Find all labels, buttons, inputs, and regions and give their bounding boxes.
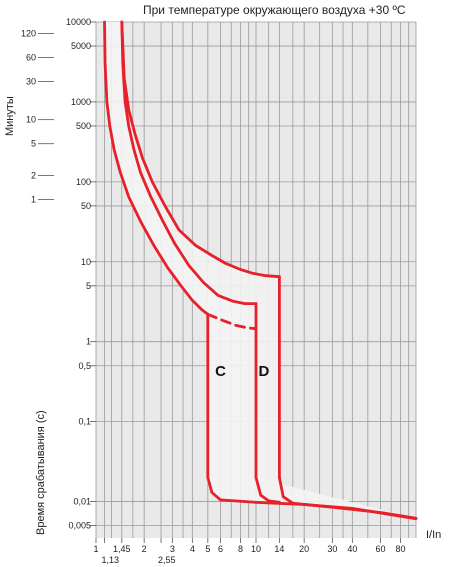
y-axis-title-seconds: Время срабатывания (с) <box>35 410 47 535</box>
x-tick-labels: 11,131,45 2 2,553 4 5 6 8 10 14 20 30 40 60 80 <box>93 538 406 565</box>
x-tick-label: 30 <box>327 544 337 554</box>
band-fill-d <box>121 22 280 503</box>
x-tick-label: 8 <box>238 544 243 554</box>
y-minutes-tick-labels: 120 60 30 10 5 2 1 <box>21 28 54 205</box>
y-axis-title-minutes: Минуты <box>4 96 16 136</box>
y-seconds-tick-label: 0,01 <box>73 497 91 507</box>
y-seconds-tick-label: 1000 <box>71 97 91 107</box>
y-minutes-tick-label: 1 <box>31 195 36 205</box>
y-seconds-tick-labels: 10000 5000 1000 500 100 50 10 5 1 0,5 0,1 0,01 0,005 <box>66 17 96 531</box>
x-tick-label: 4 <box>190 544 195 554</box>
y-seconds-tick-label: 0,5 <box>78 361 91 371</box>
x-tick-label: 60 <box>375 544 385 554</box>
y-minutes-tick-label: 120 <box>21 28 36 38</box>
x-tick-label: 5 <box>205 544 210 554</box>
x-tick-label: 14 <box>274 544 284 554</box>
y-seconds-tick-label: 500 <box>76 121 91 131</box>
y-seconds-tick-label: 5 <box>86 281 91 291</box>
chart-title: При температуре окружающего воздуха +30 … <box>143 3 406 17</box>
curve-c-lower-dashed <box>206 312 258 331</box>
y-seconds-tick-label: 10000 <box>66 17 91 27</box>
y-seconds-tick-label: 0,1 <box>78 417 91 427</box>
y-seconds-tick-label: 5000 <box>71 41 91 51</box>
curve-c-upper <box>120 20 258 305</box>
y-seconds-tick-label: 100 <box>76 177 91 187</box>
curve-c-lower <box>103 20 210 316</box>
y-seconds-tick-label: 0,005 <box>68 521 91 531</box>
x-tick-label: 2 <box>142 544 147 554</box>
x-tick-label: 2,55 <box>158 555 176 565</box>
x-tick-label: 1,45 <box>113 544 131 554</box>
curve-d-upper <box>120 20 281 279</box>
x-tick-label: 20 <box>299 544 309 554</box>
curve-label-c: C <box>215 363 226 380</box>
tolerance-band-fills <box>104 22 416 519</box>
y-minutes-tick-label: 10 <box>26 115 36 125</box>
curve-d-upper-tail <box>278 476 418 520</box>
x-axis-title: I/In <box>426 529 441 541</box>
x-tick-label: 1 <box>93 544 98 554</box>
y-gridlines <box>96 21 416 527</box>
x-tick-label: 40 <box>347 544 357 554</box>
curve-d-tail <box>254 476 281 504</box>
x-tick-label: 80 <box>395 544 405 554</box>
x-tick-label: 10 <box>251 544 261 554</box>
y-seconds-tick-label: 50 <box>81 201 91 211</box>
x-tick-label: 3 <box>170 544 175 554</box>
y-minutes-tick-label: 30 <box>26 77 36 87</box>
y-minutes-tick-label: 60 <box>26 52 36 62</box>
y-minutes-tick-label: 5 <box>31 139 36 149</box>
y-minutes-tick-label: 2 <box>31 171 36 181</box>
x-tick-label: 1,13 <box>101 555 119 565</box>
curve-label-d: D <box>258 363 269 380</box>
y-seconds-tick-label: 10 <box>81 257 91 267</box>
x-tick-label: 6 <box>218 544 223 554</box>
y-seconds-tick-label: 1 <box>86 337 91 347</box>
trip-curves <box>103 20 418 521</box>
